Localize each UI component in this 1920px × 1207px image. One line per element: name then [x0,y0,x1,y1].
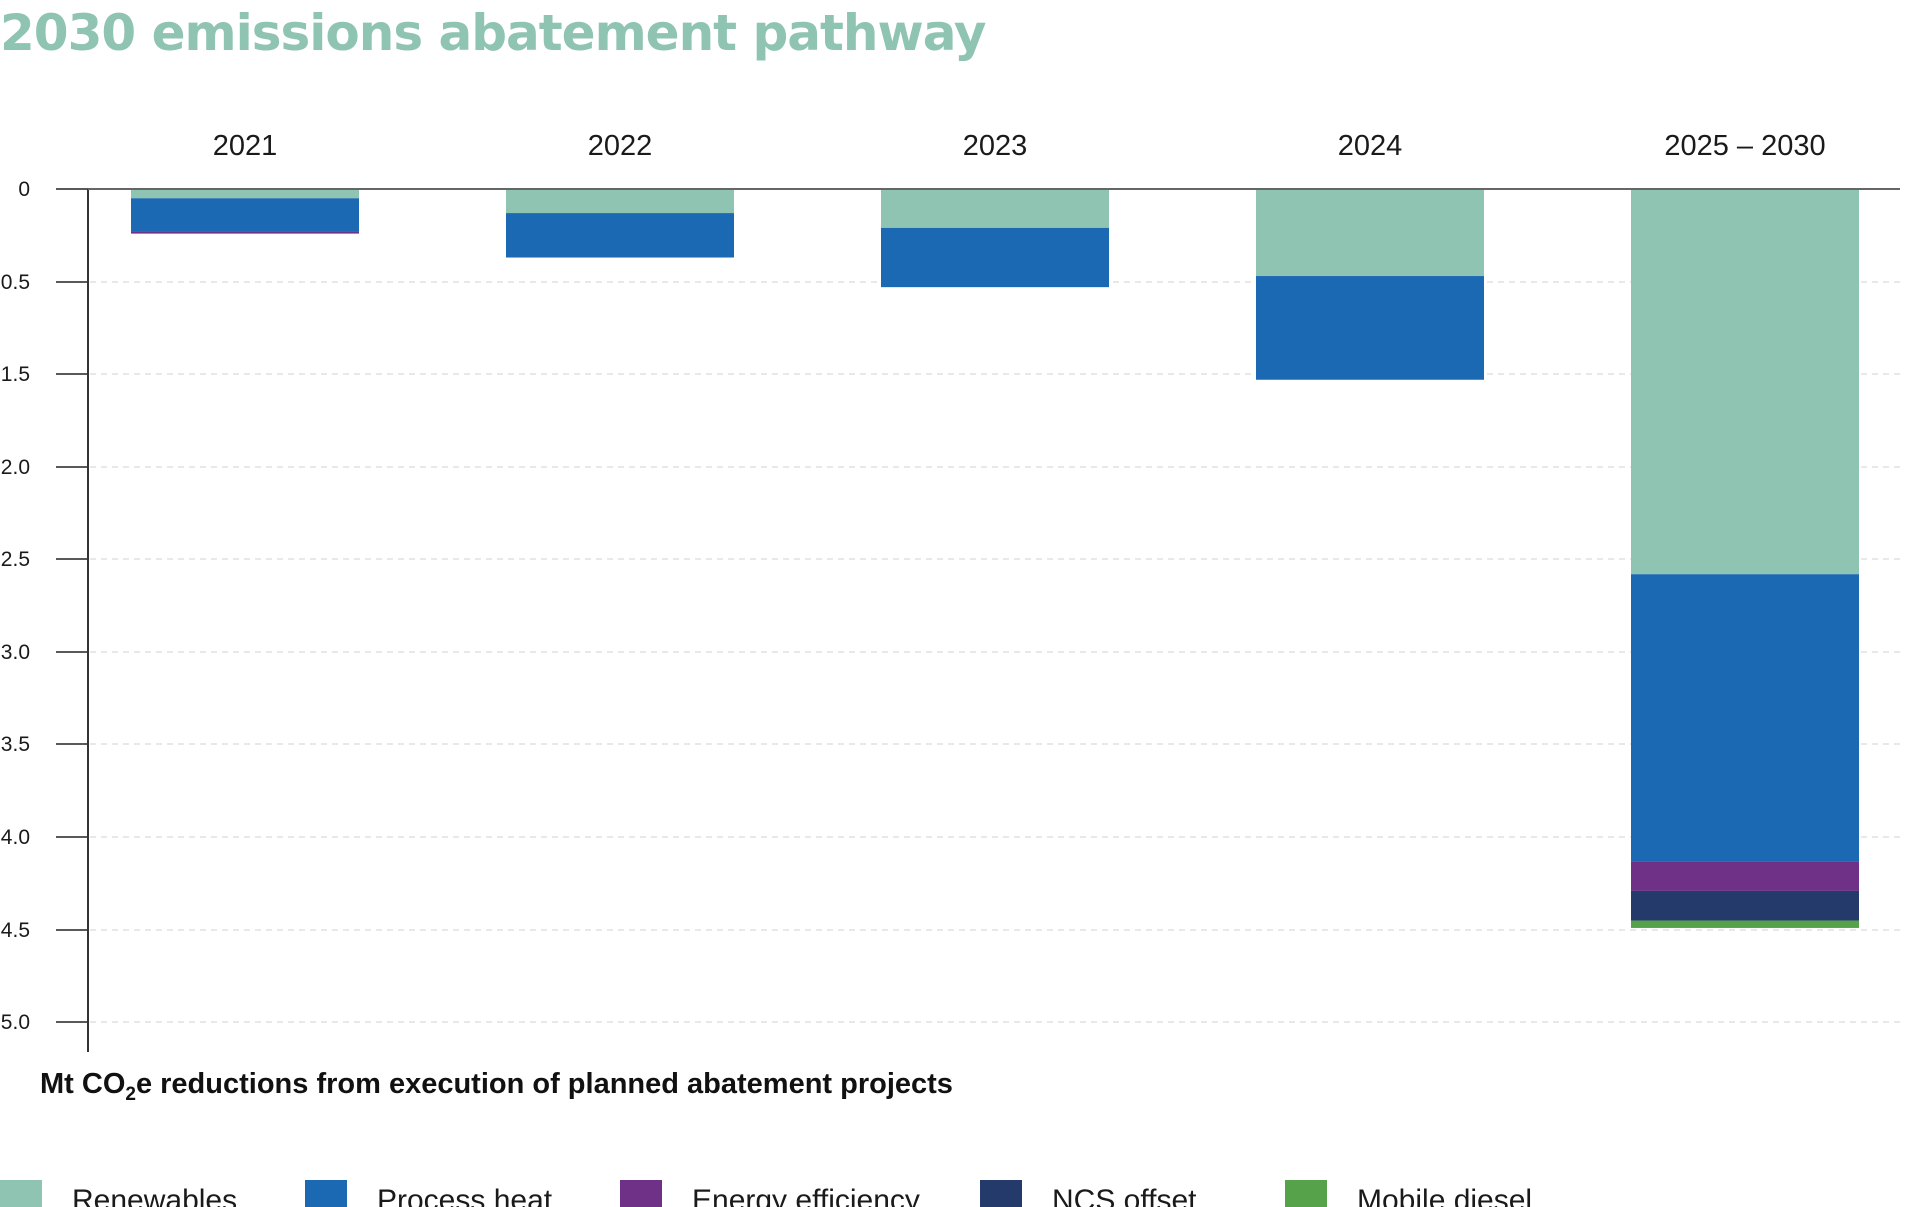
y-tick-label: -5.0 [0,1011,30,1034]
stacked-bar-chart: 0 -0.5 -1.5 -2.0 -2.5 -3.0 -3.5 -4.0 -4.5 -5.0 20… [0,130,1900,1052]
y-tick-label: -2.5 [0,548,30,571]
legend-label: Energy efficiency [692,1183,920,1207]
legend-swatch [980,1179,1022,1207]
legend-item: Process heat [305,1178,552,1207]
category-label: 2021 [213,130,278,162]
y-tick-label: -0.5 [0,271,30,294]
category-label: 2022 [588,130,653,162]
legend-swatch [0,1179,42,1207]
legend-label: Renewables [72,1183,238,1207]
bar-segment [506,189,734,214]
bar-segment [1256,189,1484,277]
legend-item: Mobile diesel [1285,1178,1532,1207]
axes [56,188,1900,1052]
axis-caption: Mt CO2e reductions from execution of pla… [40,1068,953,1106]
legend-swatch [1285,1179,1327,1207]
y-tick-labels: 0 -0.5 -1.5 -2.0 -2.5 -3.0 -3.5 -4.0 -4.5 -5.0 [0,178,30,1034]
bar-segment [881,189,1109,228]
legend-label: Process heat [377,1183,553,1207]
bar-segment [1631,189,1859,575]
y-tick-label: -1.5 [0,363,30,386]
bar-segment [131,198,359,232]
y-tick-label: -2.0 [0,456,30,479]
y-tick-label: -3.0 [0,641,30,664]
bar-segment [1631,890,1859,921]
caption-main: Mt CO [40,1068,126,1100]
category-label: 2025 – 2030 [1664,130,1825,162]
bar-segment [1256,276,1484,380]
legend: Renewables Process heat Energy efficiency N… [0,1178,1920,1207]
chart-title: 2030 emissions abatement pathway [0,4,987,62]
legend-label: NCS offset [1052,1183,1197,1207]
bar-segment [1631,861,1859,891]
y-tick-label: -4.0 [0,826,30,849]
legend-item: Energy efficiency [620,1178,920,1207]
y-tick-label: -4.5 [0,919,30,942]
legend-swatch [620,1179,662,1207]
caption-subscript: 2 [125,1083,136,1105]
category-label: 2023 [963,130,1028,162]
category-label: 2024 [1338,130,1403,162]
bar-segment [1631,920,1859,928]
gridlines [90,281,1900,1023]
legend-label: Mobile diesel [1357,1183,1533,1207]
bar-segment [131,189,359,199]
caption-rest: e reductions from execution of planned a… [135,1068,953,1100]
y-tick-label: 0 [18,178,30,201]
legend-swatch [305,1179,347,1207]
bar-segment [131,231,359,234]
legend-item: NCS offset [980,1178,1197,1207]
legend-item: Renewables [0,1178,237,1207]
bar-segment [506,213,734,258]
bars [131,189,1859,928]
y-tick-label: -3.5 [0,733,30,756]
category-labels: 2021 2022 2023 2024 2025 – 2030 [213,130,1826,162]
bar-segment [1631,574,1859,862]
bar-segment [881,227,1109,288]
